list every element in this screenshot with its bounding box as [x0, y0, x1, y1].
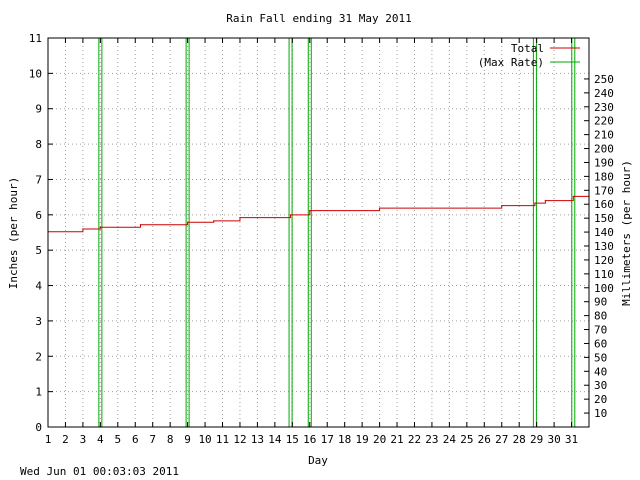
y-tick-label: 5	[35, 244, 42, 257]
y-tick-label: 6	[35, 209, 42, 222]
x-tick-label: 15	[286, 433, 299, 446]
total-data-point	[187, 221, 189, 223]
x-tick-label: 27	[495, 433, 508, 446]
y-tick-label: 7	[35, 173, 42, 186]
y-tick-label: 3	[35, 315, 42, 328]
y-tick-label: 11	[29, 32, 42, 45]
legend-total-label: Total	[511, 42, 544, 55]
x-tick-label: 25	[460, 433, 473, 446]
x-tick-label: 26	[478, 433, 491, 446]
x-tick-label: 28	[513, 433, 526, 446]
y2-tick-label: 10	[594, 407, 607, 420]
y2-tick-label: 40	[594, 365, 607, 378]
x-tick-label: 9	[184, 433, 191, 446]
total-data-point	[534, 202, 536, 204]
y2-tick-label: 80	[594, 310, 607, 323]
x-tick-label: 10	[198, 433, 211, 446]
y2-tick-label: 150	[594, 212, 614, 225]
legend: Total (Max Rate)	[478, 42, 580, 69]
y2-tick-label: 130	[594, 240, 614, 253]
y2-tick-label: 190	[594, 156, 614, 169]
y-tick-label: 1	[35, 386, 42, 399]
y2-tick-label: 100	[594, 282, 614, 295]
y-tick-label: 8	[35, 138, 42, 151]
x-tick-label: 19	[356, 433, 369, 446]
x-axis-label: Day	[308, 454, 328, 467]
y2-tick-label: 200	[594, 143, 614, 156]
x-tick-label: 22	[408, 433, 421, 446]
y-tick-label: 4	[35, 280, 42, 293]
y-tick-label: 10	[29, 67, 42, 80]
y2-tick-label: 170	[594, 184, 614, 197]
x-tick-label: 18	[338, 433, 351, 446]
y2-tick-label: 240	[594, 87, 614, 100]
total-data-point	[309, 209, 311, 212]
x-tick-label: 1	[45, 433, 52, 446]
y-tick-label: 0	[35, 421, 42, 434]
x-tick-label: 4	[97, 433, 104, 446]
total-data-point	[289, 214, 292, 216]
legend-max-rate-label: (Max Rate)	[478, 56, 544, 69]
y2-tick-label: 220	[594, 115, 614, 128]
y-tick-label: 9	[35, 103, 42, 116]
total-data-point	[213, 220, 215, 222]
x-tick-label: 14	[268, 433, 282, 446]
y2-tick-label: 60	[594, 337, 607, 350]
total-series-line	[48, 195, 589, 233]
x-tick-label: 3	[80, 433, 87, 446]
x-tick-label: 23	[425, 433, 438, 446]
x-tick-label: 5	[114, 433, 121, 446]
generated-timestamp: Wed Jun 01 00:03:03 2011	[20, 465, 179, 478]
y-axis-label: Inches (per hour)	[7, 177, 20, 290]
axis-ticks: 1 2 3 4 5 6 7 8 9 10 11 12 13 14 15 16 17 18 19 20 21 22 23 24 2…	[29, 32, 614, 446]
x-tick-label: 30	[547, 433, 560, 446]
x-tick-label: 6	[132, 433, 139, 446]
x-tick-label: 29	[530, 433, 543, 446]
y2-tick-label: 50	[594, 351, 607, 364]
y2-tick-label: 160	[594, 198, 614, 211]
y2-tick-label: 140	[594, 226, 614, 239]
y2-tick-label: 110	[594, 268, 614, 281]
y2-tick-label: 70	[594, 324, 607, 337]
y2-tick-label: 30	[594, 379, 607, 392]
total-data-point	[544, 200, 546, 202]
x-tick-label: 13	[251, 433, 264, 446]
y2-tick-label: 250	[594, 73, 614, 86]
x-tick-label: 11	[216, 433, 229, 446]
y2-tick-label: 20	[594, 393, 607, 406]
total-data-point	[139, 224, 142, 226]
total-data-point	[99, 226, 101, 228]
chart-title: Rain Fall ending 31 May 2011	[226, 12, 411, 25]
total-data-point	[501, 205, 503, 207]
grid-lines	[48, 38, 589, 427]
y2-tick-label: 90	[594, 296, 607, 309]
series-layer	[47, 38, 590, 427]
total-data-point	[82, 228, 84, 230]
total-data-point	[239, 217, 241, 219]
x-tick-label: 17	[321, 433, 334, 446]
x-tick-label: 2	[62, 433, 69, 446]
total-data-point	[572, 195, 574, 198]
x-tick-label: 20	[373, 433, 386, 446]
y2-tick-label: 230	[594, 101, 614, 114]
plot-frame	[47, 37, 590, 428]
x-tick-label: 7	[149, 433, 156, 446]
x-tick-label: 24	[443, 433, 457, 446]
x-tick-label: 8	[167, 433, 174, 446]
y2-tick-label: 210	[594, 129, 614, 142]
x-tick-label: 31	[565, 433, 578, 446]
y2-tick-label: 120	[594, 254, 614, 267]
y2-axis-label: Millimeters (per hour)	[620, 160, 633, 306]
y-tick-label: 2	[35, 350, 42, 363]
total-data-point	[378, 207, 381, 209]
y2-tick-label: 180	[594, 170, 614, 183]
x-tick-label: 16	[303, 433, 316, 446]
x-tick-label: 21	[390, 433, 403, 446]
x-tick-label: 12	[233, 433, 246, 446]
